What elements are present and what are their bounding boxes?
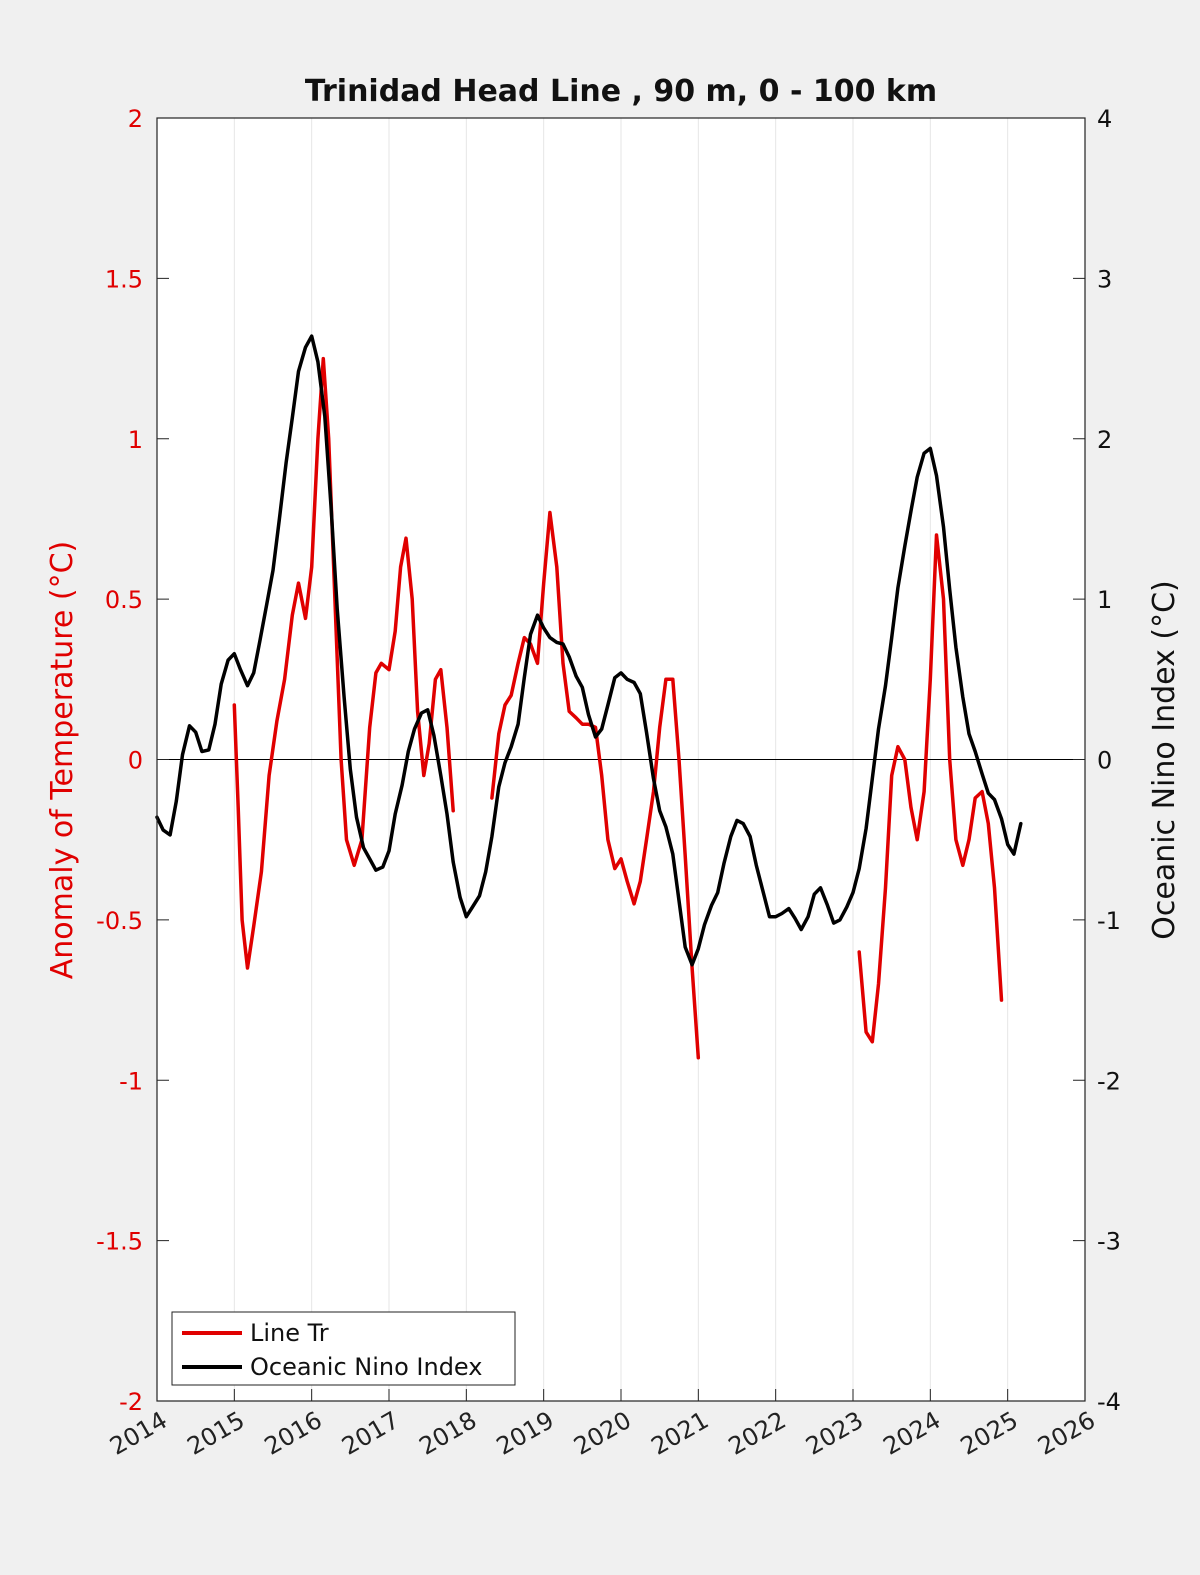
left-axis: -2 -1.5 -1 -0.5 0 0.5 1 1.5 2 — [96, 105, 169, 1416]
left-tick-label: 1 — [128, 426, 143, 454]
series-lines — [155, 334, 1023, 1060]
oni-series-segment-1 — [155, 334, 1023, 967]
right-tick-label: 1 — [1097, 586, 1112, 614]
left-tick-label: 1.5 — [105, 265, 143, 293]
left-tick-label: -1.5 — [96, 1228, 143, 1256]
left-tick-label: 0 — [128, 747, 143, 775]
right-tick-label: -2 — [1097, 1067, 1121, 1095]
left-tick-label: 2 — [128, 105, 143, 133]
right-tick-label: 3 — [1097, 265, 1112, 293]
right-tick-label: -1 — [1097, 907, 1121, 935]
line-tr-series-segment-2 — [490, 510, 701, 1060]
left-tick-label: -0.5 — [96, 907, 143, 935]
line-tr-series-segment-3 — [857, 533, 1004, 1044]
left-tick-label: 0.5 — [105, 586, 143, 614]
legend: Line Tr Oceanic Nino Index — [171, 1311, 516, 1386]
legend-label-oni: Oceanic Nino Index — [250, 1353, 482, 1381]
chart-title: Trinidad Head Line , 90 m, 0 - 100 km — [305, 74, 937, 109]
right-tick-label: 2 — [1097, 426, 1112, 454]
right-tick-label: 0 — [1097, 747, 1112, 775]
right-tick-label: -4 — [1097, 1388, 1121, 1416]
legend-box — [171, 1311, 516, 1386]
right-tick-label: -3 — [1097, 1228, 1121, 1256]
right-tick-label: 4 — [1097, 105, 1112, 133]
left-tick-label: -1 — [119, 1067, 143, 1095]
right-axis-label: Oceanic Nino Index (°C) — [1147, 580, 1182, 940]
legend-label-line-tr: Line Tr — [250, 1319, 329, 1347]
left-tick-label: -2 — [119, 1388, 143, 1416]
right-axis: -4 -3 -2 -1 0 1 2 3 4 — [1073, 105, 1121, 1416]
left-axis-label: Anomaly of Temperature (°C) — [45, 541, 80, 980]
